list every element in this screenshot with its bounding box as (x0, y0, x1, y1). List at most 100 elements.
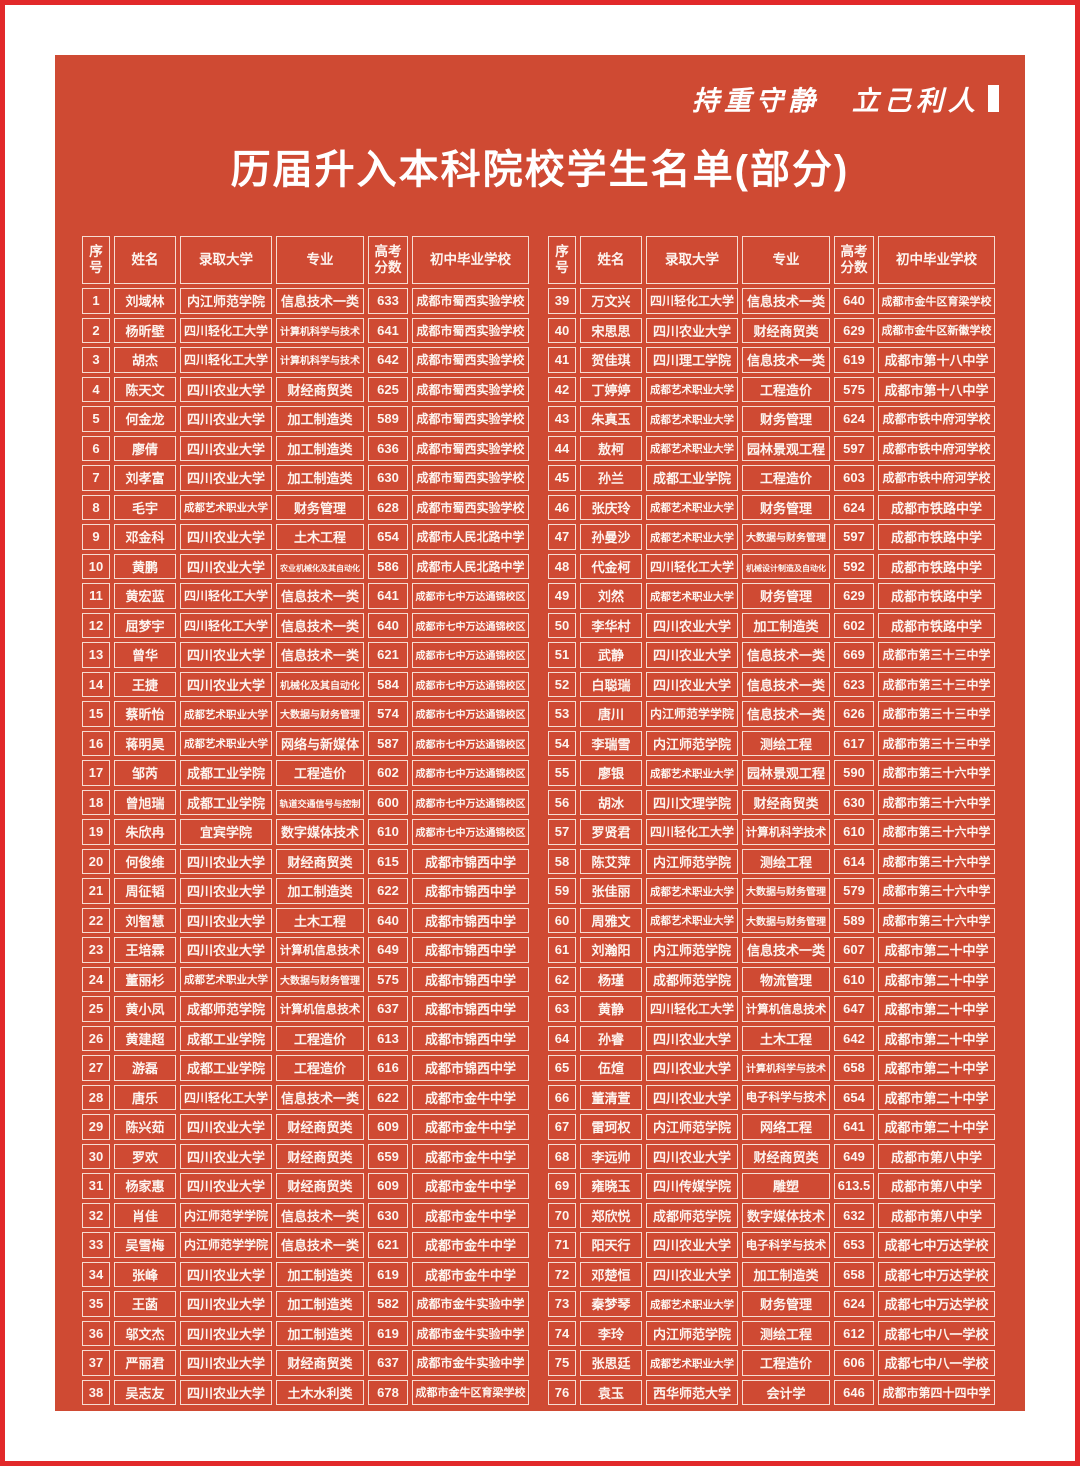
major-cell: 工程造价 (276, 760, 364, 786)
score-cell: 614 (834, 848, 874, 874)
score-cell: 641 (368, 317, 408, 343)
score-cell: 624 (834, 406, 874, 432)
seq-cell: 36 (82, 1320, 110, 1346)
major-cell: 测绘工程 (742, 848, 830, 874)
seq-cell: 53 (548, 701, 576, 727)
seq-cell: 29 (82, 1114, 110, 1140)
major-cell: 信息技术一类 (276, 583, 364, 609)
school-cell: 成都市锦西中学 (412, 966, 529, 992)
university-cell: 成都艺术职业大学 (646, 1291, 738, 1317)
university-cell: 四川轻化工大学 (180, 347, 272, 373)
seq-cell: 73 (548, 1291, 576, 1317)
major-cell: 电子科学与技术 (742, 1084, 830, 1110)
university-cell: 内江师范学学院 (180, 1202, 272, 1228)
school-cell: 成都市第八中学 (878, 1143, 995, 1169)
table-row: 58 陈艾萍 内江师范学院 测绘工程 614 成都市第三十六中学 (548, 848, 995, 874)
name-cell: 贺佳琪 (580, 347, 642, 373)
column-header: 录取大学 (180, 236, 272, 284)
table-row: 61 刘瀚阳 内江师范学院 信息技术一类 607 成都市第二十中学 (548, 937, 995, 963)
name-cell: 董丽杉 (114, 966, 176, 992)
table-row: 11 黄宏蓝 四川轻化工大学 信息技术一类 641 成都市七中万达通锦校区 (82, 583, 529, 609)
seq-cell: 41 (548, 347, 576, 373)
name-cell: 严丽君 (114, 1350, 176, 1376)
university-cell: 四川农业大学 (646, 1055, 738, 1081)
seq-cell: 32 (82, 1202, 110, 1228)
university-cell: 四川农业大学 (180, 1291, 272, 1317)
school-cell: 成都市七中万达通锦校区 (412, 760, 529, 786)
table-row: 45 孙兰 成都工业学院 工程造价 603 成都市铁中府河学校 (548, 465, 995, 491)
score-cell: 617 (834, 730, 874, 756)
major-cell: 工程造价 (742, 376, 830, 402)
name-cell: 曾华 (114, 642, 176, 668)
school-cell: 成都市蜀西实验学校 (412, 347, 529, 373)
column-header: 高考分数 (368, 236, 408, 284)
seq-cell: 47 (548, 524, 576, 550)
major-cell: 数字媒体技术 (742, 1202, 830, 1228)
header-row: 序号 姓名 录取大学 专业 高考分数 初中毕业学校 (82, 236, 529, 284)
table-row: 69 雍晓玉 四川传媒学院 雕塑 613.5 成都市第八中学 (548, 1173, 995, 1199)
seq-cell: 31 (82, 1173, 110, 1199)
score-cell: 603 (834, 465, 874, 491)
university-cell: 成都艺术职业大学 (646, 1350, 738, 1376)
school-cell: 成都市金牛中学 (412, 1261, 529, 1287)
major-cell: 测绘工程 (742, 730, 830, 756)
name-cell: 陈兴茹 (114, 1114, 176, 1140)
name-cell: 张峰 (114, 1261, 176, 1287)
score-cell: 640 (368, 907, 408, 933)
school-cell: 成都市第二十中学 (878, 966, 995, 992)
school-cell: 成都市铁路中学 (878, 494, 995, 520)
university-cell: 四川农业大学 (180, 376, 272, 402)
table-row: 31 杨家惠 四川农业大学 财经商贸类 609 成都市金牛中学 (82, 1173, 529, 1199)
school-cell: 成都市铁中府河学校 (878, 465, 995, 491)
seq-cell: 18 (82, 789, 110, 815)
school-cell: 成都市第十八中学 (878, 376, 995, 402)
university-cell: 成都师范学院 (646, 966, 738, 992)
seq-cell: 62 (548, 966, 576, 992)
table-row: 66 董清萱 四川农业大学 电子科学与技术 654 成都市第二十中学 (548, 1084, 995, 1110)
school-cell: 成都市蜀西实验学校 (412, 317, 529, 343)
school-cell: 成都市第三十六中学 (878, 907, 995, 933)
seq-cell: 25 (82, 996, 110, 1022)
university-cell: 四川农业大学 (180, 907, 272, 933)
university-cell: 四川轻化工大学 (646, 553, 738, 579)
column-header: 姓名 (580, 236, 642, 284)
seq-cell: 9 (82, 524, 110, 550)
school-cell: 成都市铁路中学 (878, 553, 995, 579)
score-cell: 630 (368, 1202, 408, 1228)
major-cell: 财务管理 (276, 494, 364, 520)
major-cell: 加工制造类 (276, 1261, 364, 1287)
school-cell: 成都市第三十三中学 (878, 701, 995, 727)
table-row: 68 李远帅 四川农业大学 财经商贸类 649 成都市第八中学 (548, 1143, 995, 1169)
table-row: 37 严丽君 四川农业大学 财经商贸类 637 成都市金牛实验中学 (82, 1350, 529, 1376)
score-cell: 616 (368, 1055, 408, 1081)
score-cell: 590 (834, 760, 874, 786)
score-cell: 649 (834, 1143, 874, 1169)
school-cell: 成都市金牛中学 (412, 1084, 529, 1110)
university-cell: 四川农业大学 (646, 1084, 738, 1110)
name-cell: 吴志友 (114, 1379, 176, 1405)
table-row: 13 曾华 四川农业大学 信息技术一类 621 成都市七中万达通锦校区 (82, 642, 529, 668)
seq-cell: 6 (82, 435, 110, 461)
name-cell: 胡冰 (580, 789, 642, 815)
score-cell: 575 (834, 376, 874, 402)
score-cell: 589 (834, 907, 874, 933)
score-cell: 658 (834, 1261, 874, 1287)
seq-cell: 8 (82, 494, 110, 520)
university-cell: 四川农业大学 (180, 435, 272, 461)
school-cell: 成都市第三十六中学 (878, 760, 995, 786)
university-cell: 成都艺术职业大学 (180, 494, 272, 520)
university-cell: 四川农业大学 (180, 642, 272, 668)
score-cell: 624 (834, 1291, 874, 1317)
university-cell: 成都师范学院 (646, 1202, 738, 1228)
school-cell: 成都市金牛区育梁学校 (412, 1379, 529, 1405)
column-header: 序号 (82, 236, 110, 284)
table-row: 15 蔡昕怡 成都艺术职业大学 大数据与财务管理 574 成都市七中万达通锦校区 (82, 701, 529, 727)
major-cell: 园林景观工程 (742, 760, 830, 786)
score-cell: 613.5 (834, 1173, 874, 1199)
name-cell: 游磊 (114, 1055, 176, 1081)
school-cell: 成都市蜀西实验学校 (412, 288, 529, 314)
major-cell: 财经商贸类 (742, 1143, 830, 1169)
seq-cell: 46 (548, 494, 576, 520)
name-cell: 刘瀚阳 (580, 937, 642, 963)
school-cell: 成都市人民北路中学 (412, 524, 529, 550)
